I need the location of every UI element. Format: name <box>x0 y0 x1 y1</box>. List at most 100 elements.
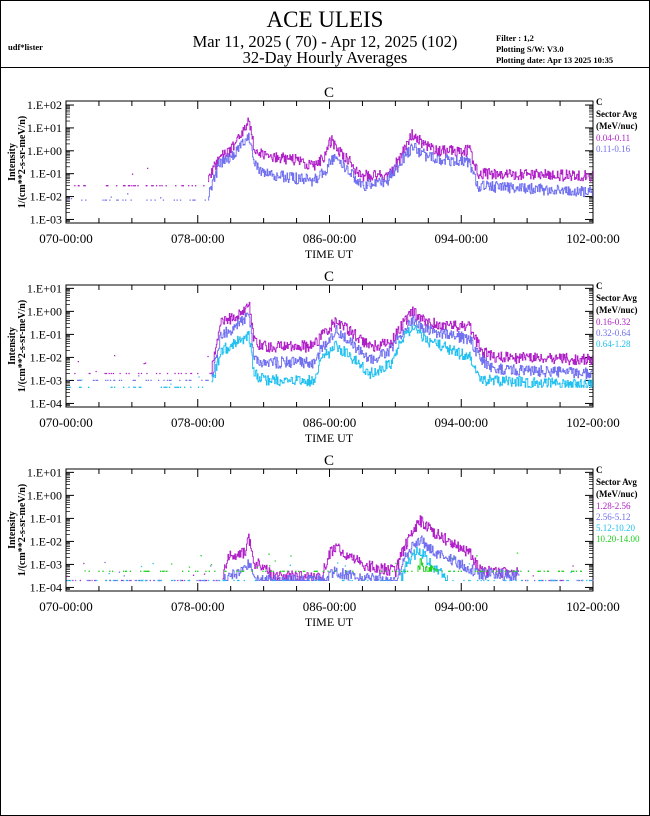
panel-title: C <box>324 85 334 101</box>
x-axis: 070-00:00 078-00:00 086-00:00 094-00:00 102-… <box>39 285 620 430</box>
series-0.04-0.11 <box>74 117 593 187</box>
y-tick-label: 1.E-02 <box>30 350 62 364</box>
header-software: Plotting S/W: V3.0 <box>496 44 564 54</box>
y-tick-label: 1.E-03 <box>30 557 62 571</box>
x-tick-label: 094-00:00 <box>435 231 488 246</box>
series-points <box>67 375 209 382</box>
y-tick-label: 1.E-02 <box>30 534 62 548</box>
y-tick-label: 1.E+01 <box>27 465 62 479</box>
legend-species: C <box>596 281 603 291</box>
y-axis-title: Intensity <box>7 511 18 549</box>
y-tick-label: 1.E+00 <box>27 304 62 318</box>
header-user: udf*lister <box>8 42 43 52</box>
legend: C Sector Avg (MeV/nuc) 1.28-2.562.56-5.125.… <box>596 465 640 544</box>
x-axis-title: TIME UT <box>305 247 354 261</box>
y-tick-label: 1.E-01 <box>30 327 62 341</box>
series-points <box>74 354 213 375</box>
legend-heading: Sector Avg <box>596 109 637 119</box>
series-5.12-10.20 <box>66 546 592 582</box>
legend-units: (MeV/nuc) <box>596 489 638 499</box>
series-points <box>67 376 204 388</box>
y-axis-title: Intensity <box>7 143 18 181</box>
series-line <box>211 312 593 380</box>
x-tick-label: 086-00:00 <box>303 599 356 614</box>
panel-3: C 1.E+01 1.E+00 1.E-01 1.E-02 1.E-03 1.E-04 Int… <box>7 453 640 629</box>
series-line <box>208 117 593 183</box>
y-axis: 1.E+01 1.E+00 1.E-01 1.E-02 1.E-03 1.E-04 <box>27 465 593 594</box>
legend-units: (MeV/nuc) <box>596 121 638 131</box>
x-tick-label: 102-00:00 <box>566 599 619 614</box>
legend-entry: 0.64-1.28 <box>596 339 631 349</box>
x-tick-label: 086-00:00 <box>303 415 356 430</box>
x-tick-label: 086-00:00 <box>303 231 356 246</box>
y-tick-label: 1.E+00 <box>27 488 62 502</box>
x-tick-label: 070-00:00 <box>39 599 92 614</box>
x-tick-label: 102-00:00 <box>566 415 619 430</box>
y-axis-units: 1/(cm**2-s-sr-meV/n) <box>17 116 28 208</box>
y-tick-label: 1.E-04 <box>30 396 62 410</box>
y-tick-label: 1.E-02 <box>30 190 62 204</box>
series-line <box>208 132 593 201</box>
legend: C Sector Avg (MeV/nuc) 0.16-0.320.32-0.640.… <box>596 281 638 349</box>
legend-entry: 1.28-2.56 <box>596 501 631 511</box>
header-subtitle: 32-Day Hourly Averages <box>243 48 408 67</box>
x-axis: 070-00:00 078-00:00 086-00:00 094-00:00 102-… <box>39 101 620 246</box>
series-10.20-14.00 <box>84 552 582 572</box>
series-0.11-0.16 <box>68 132 593 201</box>
header-filter: Filter : 1,2 <box>496 33 534 43</box>
y-axis-units: 1/(cm**2-s-sr-meV/n) <box>17 484 28 576</box>
x-axis-title: TIME UT <box>305 431 354 445</box>
series-2.56-5.12 <box>68 535 594 582</box>
y-axis-title: Intensity <box>7 327 18 365</box>
series-line <box>222 515 520 581</box>
series-points <box>84 552 582 572</box>
y-tick-label: 1.E+01 <box>27 281 62 295</box>
legend-heading: Sector Avg <box>596 293 637 303</box>
y-tick-label: 1.E-03 <box>30 373 62 387</box>
legend-entry: 0.16-0.32 <box>596 317 631 327</box>
x-tick-label: 102-00:00 <box>566 231 619 246</box>
x-tick-label: 070-00:00 <box>39 231 92 246</box>
x-tick-label: 094-00:00 <box>435 599 488 614</box>
header-plot-date: Plotting date: Apr 13 2025 10:35 <box>496 55 613 65</box>
y-axis-units: 1/(cm**2-s-sr-meV/n) <box>17 300 28 392</box>
y-tick-label: 1.E-01 <box>30 167 62 181</box>
y-tick-label: 1.E-01 <box>30 511 62 525</box>
y-tick-label: 1.E+02 <box>27 98 62 112</box>
legend-units: (MeV/nuc) <box>596 305 638 315</box>
y-tick-label: 1.E+00 <box>27 144 62 158</box>
panel-1: C 1.E+02 1.E+01 1.E+00 1.E-01 1.E-02 1.E-03 Int… <box>7 85 638 261</box>
legend-species: C <box>596 97 603 107</box>
legend-species: C <box>596 465 603 475</box>
x-axis-title: TIME UT <box>305 615 354 629</box>
panel-2: C 1.E+01 1.E+00 1.E-01 1.E-02 1.E-03 1.E-04 Int… <box>7 269 638 445</box>
series-points <box>68 193 206 201</box>
legend-entry: 0.04-0.11 <box>596 133 630 143</box>
x-tick-label: 070-00:00 <box>39 415 92 430</box>
x-axis: 070-00:00 078-00:00 086-00:00 094-00:00 102-… <box>39 469 620 614</box>
legend: C Sector Avg (MeV/nuc) 0.04-0.110.11-0.16 <box>596 97 638 154</box>
y-tick-label: 1.E+01 <box>27 121 62 135</box>
series-0.64-1.28 <box>67 324 593 388</box>
series-points <box>74 167 205 187</box>
panel-title: C <box>324 269 334 285</box>
header-title: ACE ULEIS <box>267 7 384 32</box>
series-line <box>400 546 448 581</box>
series-0.32-0.64 <box>67 312 593 382</box>
y-tick-label: 1.E-04 <box>30 580 62 594</box>
series-line <box>417 558 439 572</box>
x-tick-label: 078-00:00 <box>171 415 224 430</box>
series-line <box>211 301 593 373</box>
series-line <box>211 324 593 388</box>
x-tick-label: 078-00:00 <box>171 231 224 246</box>
legend-entry: 0.11-0.16 <box>596 144 631 154</box>
series-points <box>66 562 592 582</box>
legend-entry: 2.56-5.12 <box>596 512 631 522</box>
y-axis: 1.E+01 1.E+00 1.E-01 1.E-02 1.E-03 1.E-04 <box>27 281 593 410</box>
y-axis: 1.E+02 1.E+01 1.E+00 1.E-01 1.E-02 1.E-03 <box>27 98 593 226</box>
panel-title: C <box>324 453 334 469</box>
x-tick-label: 094-00:00 <box>435 415 488 430</box>
